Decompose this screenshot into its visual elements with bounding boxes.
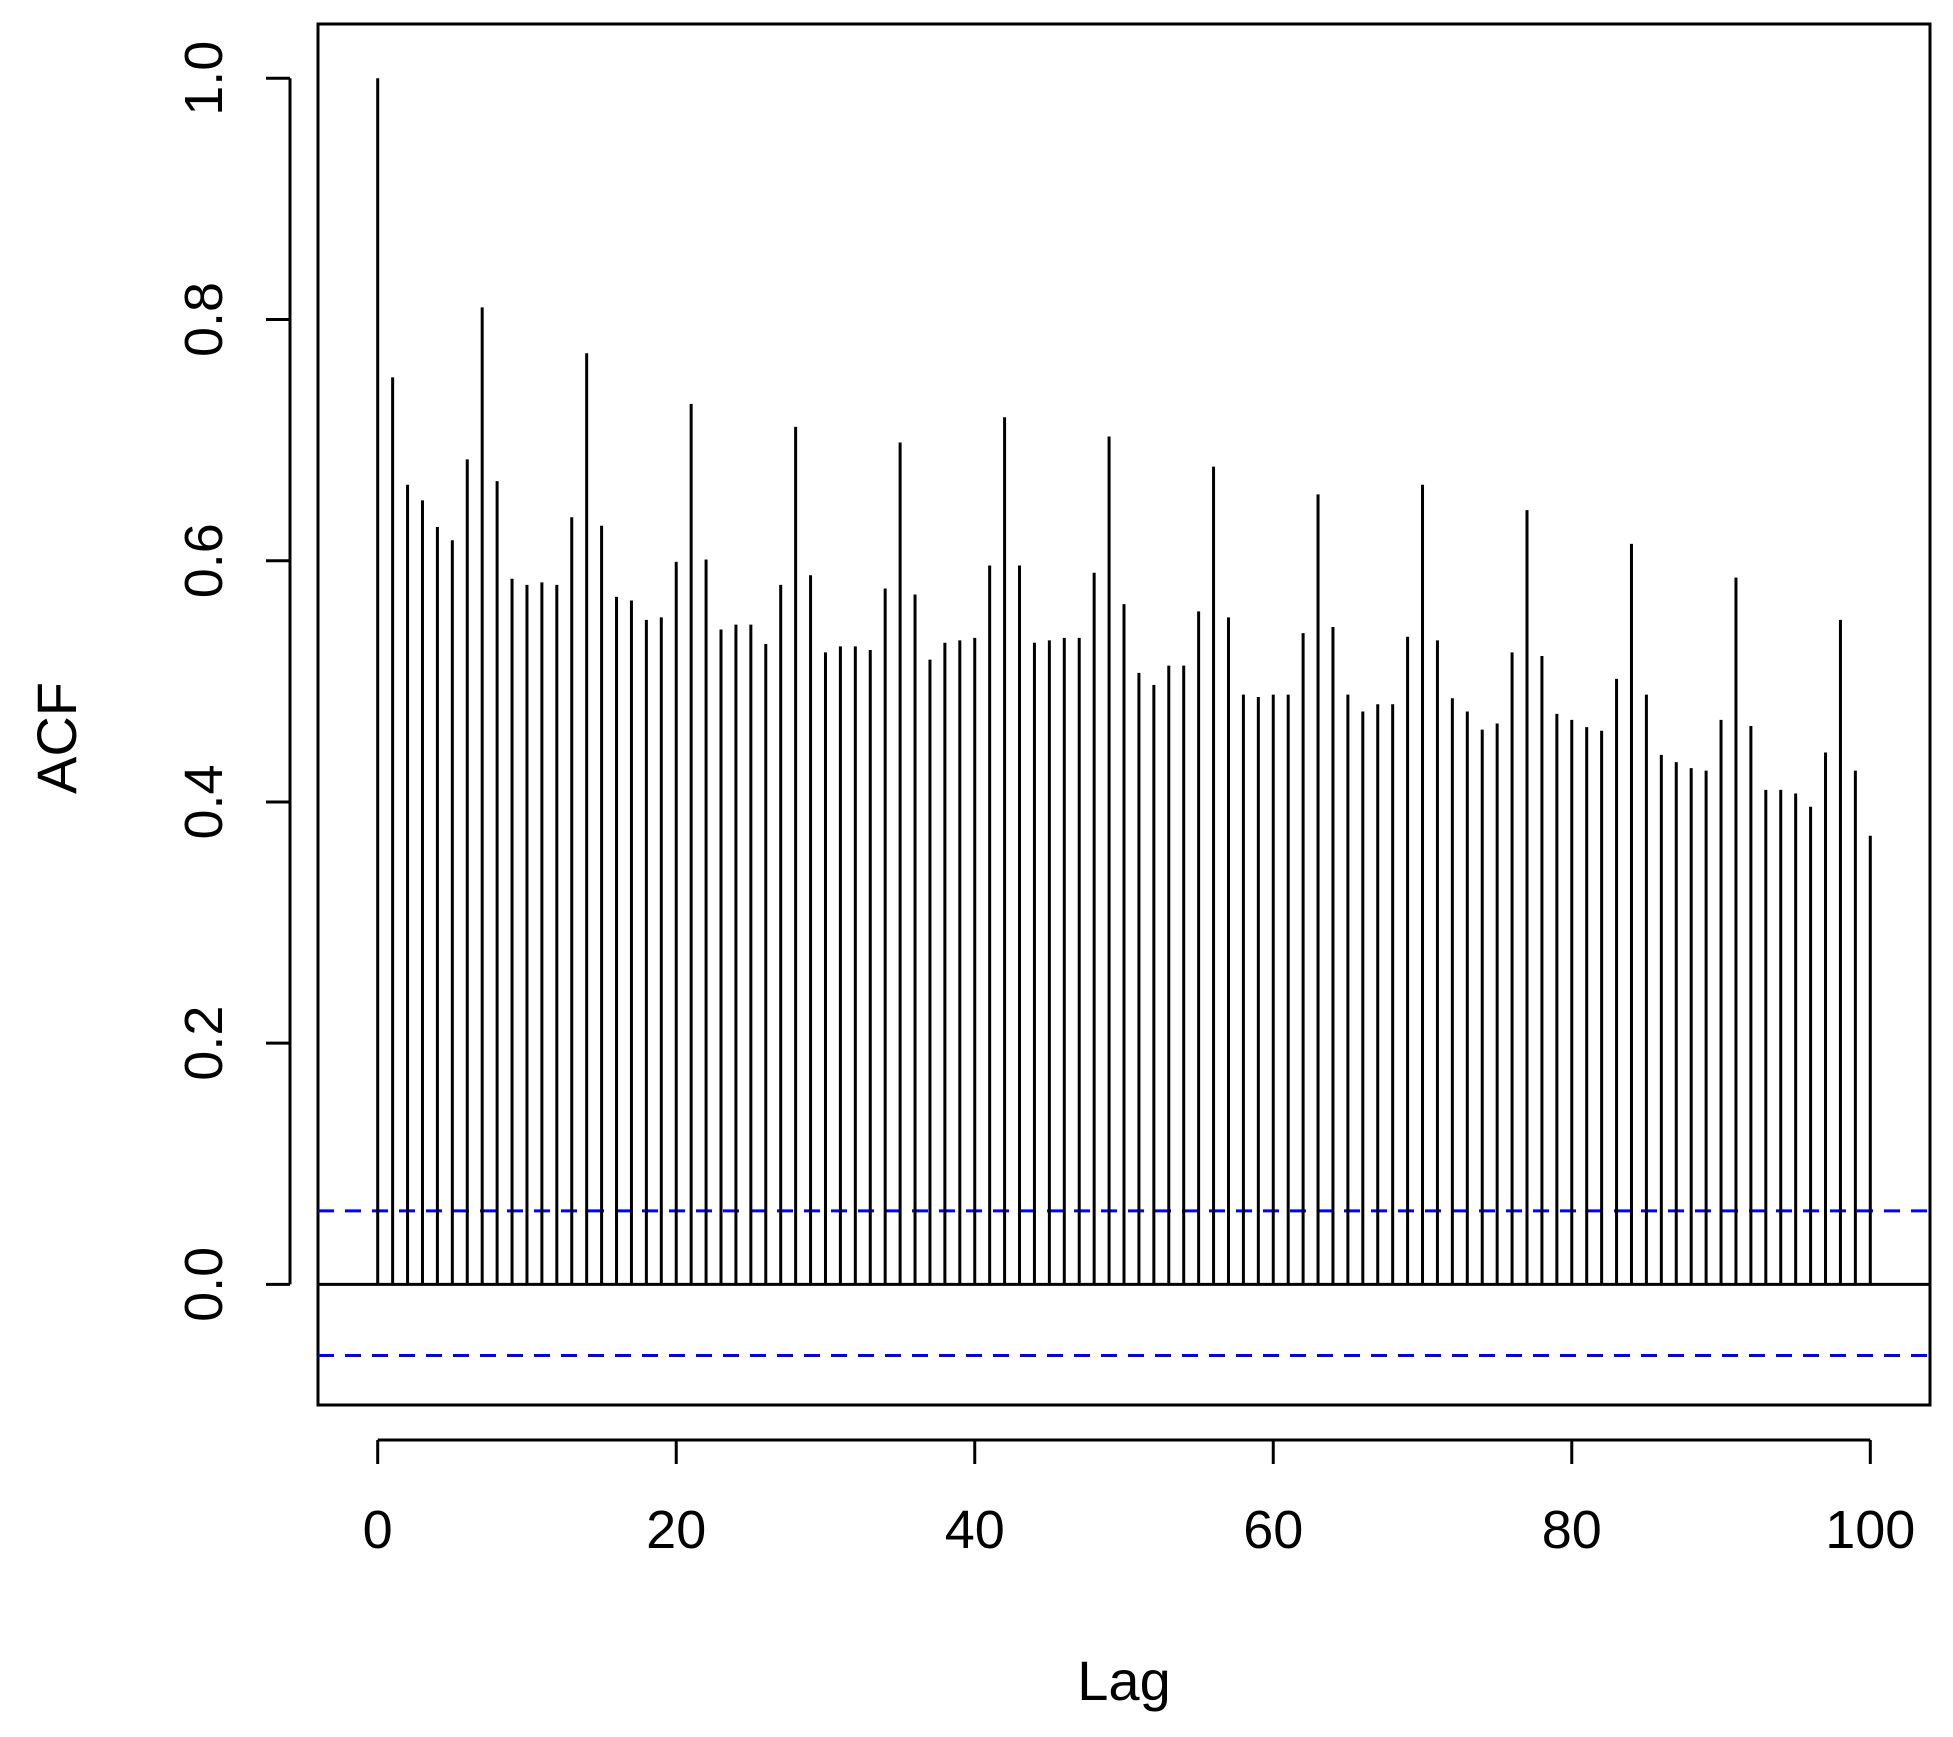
- y-tick-label-4: 0.8: [174, 282, 234, 357]
- y-tick-label-2: 0.4: [174, 764, 234, 839]
- x-tick-label-60: 60: [1243, 1500, 1303, 1560]
- x-tick-label-0: 0: [363, 1500, 393, 1560]
- y-axis: 0.0 0.2 0.4 0.6 0.8 1.0: [174, 41, 292, 1322]
- y-axis-title: ACF: [25, 682, 88, 794]
- y-tick-label-3: 0.6: [174, 523, 234, 598]
- y-tick-label-0: 0.0: [174, 1247, 234, 1322]
- y-tick-label-1: 0.2: [174, 1006, 234, 1081]
- y-tick-label-5: 1.0: [174, 41, 234, 116]
- x-tick-label-40: 40: [945, 1500, 1005, 1560]
- acf-bars: [376, 78, 1872, 1285]
- plot-frame: [316, 22, 1932, 1407]
- x-axis-title: Lag: [1077, 1649, 1170, 1712]
- x-axis: 0 20 40 60 80 100: [363, 1438, 1915, 1560]
- x-tick-label-20: 20: [646, 1500, 706, 1560]
- x-tick-label-80: 80: [1542, 1500, 1602, 1560]
- x-tick-label-100: 100: [1825, 1500, 1915, 1560]
